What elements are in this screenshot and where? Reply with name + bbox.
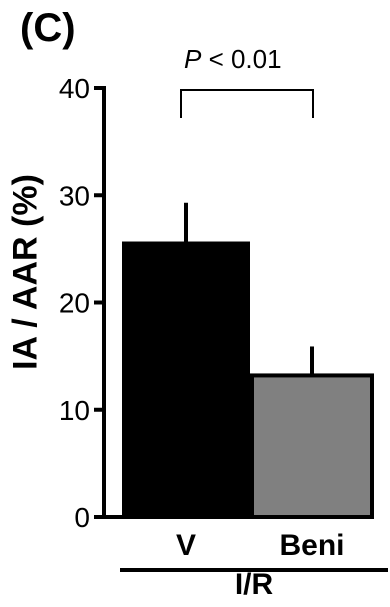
significance-label: P < 0.01 [184, 44, 282, 75]
p-value-text: < 0.01 [201, 44, 282, 74]
panel-label: (C) [20, 6, 76, 50]
bar-1 [250, 373, 374, 519]
y-tick-label-2: 20 [59, 288, 90, 319]
y-tick-label-3: 30 [59, 180, 90, 211]
y-tick-label-1: 10 [59, 395, 90, 426]
x-tick-label-1: Beni [279, 529, 344, 562]
bar-0 [122, 241, 250, 519]
x-tick-label-0: V [176, 529, 196, 562]
y-tick-label-0: 0 [74, 502, 90, 533]
p-symbol: P [184, 44, 202, 74]
y-tick-label-4: 40 [59, 73, 90, 104]
significance-bracket [180, 89, 314, 118]
group-label: I/R [234, 568, 274, 601]
